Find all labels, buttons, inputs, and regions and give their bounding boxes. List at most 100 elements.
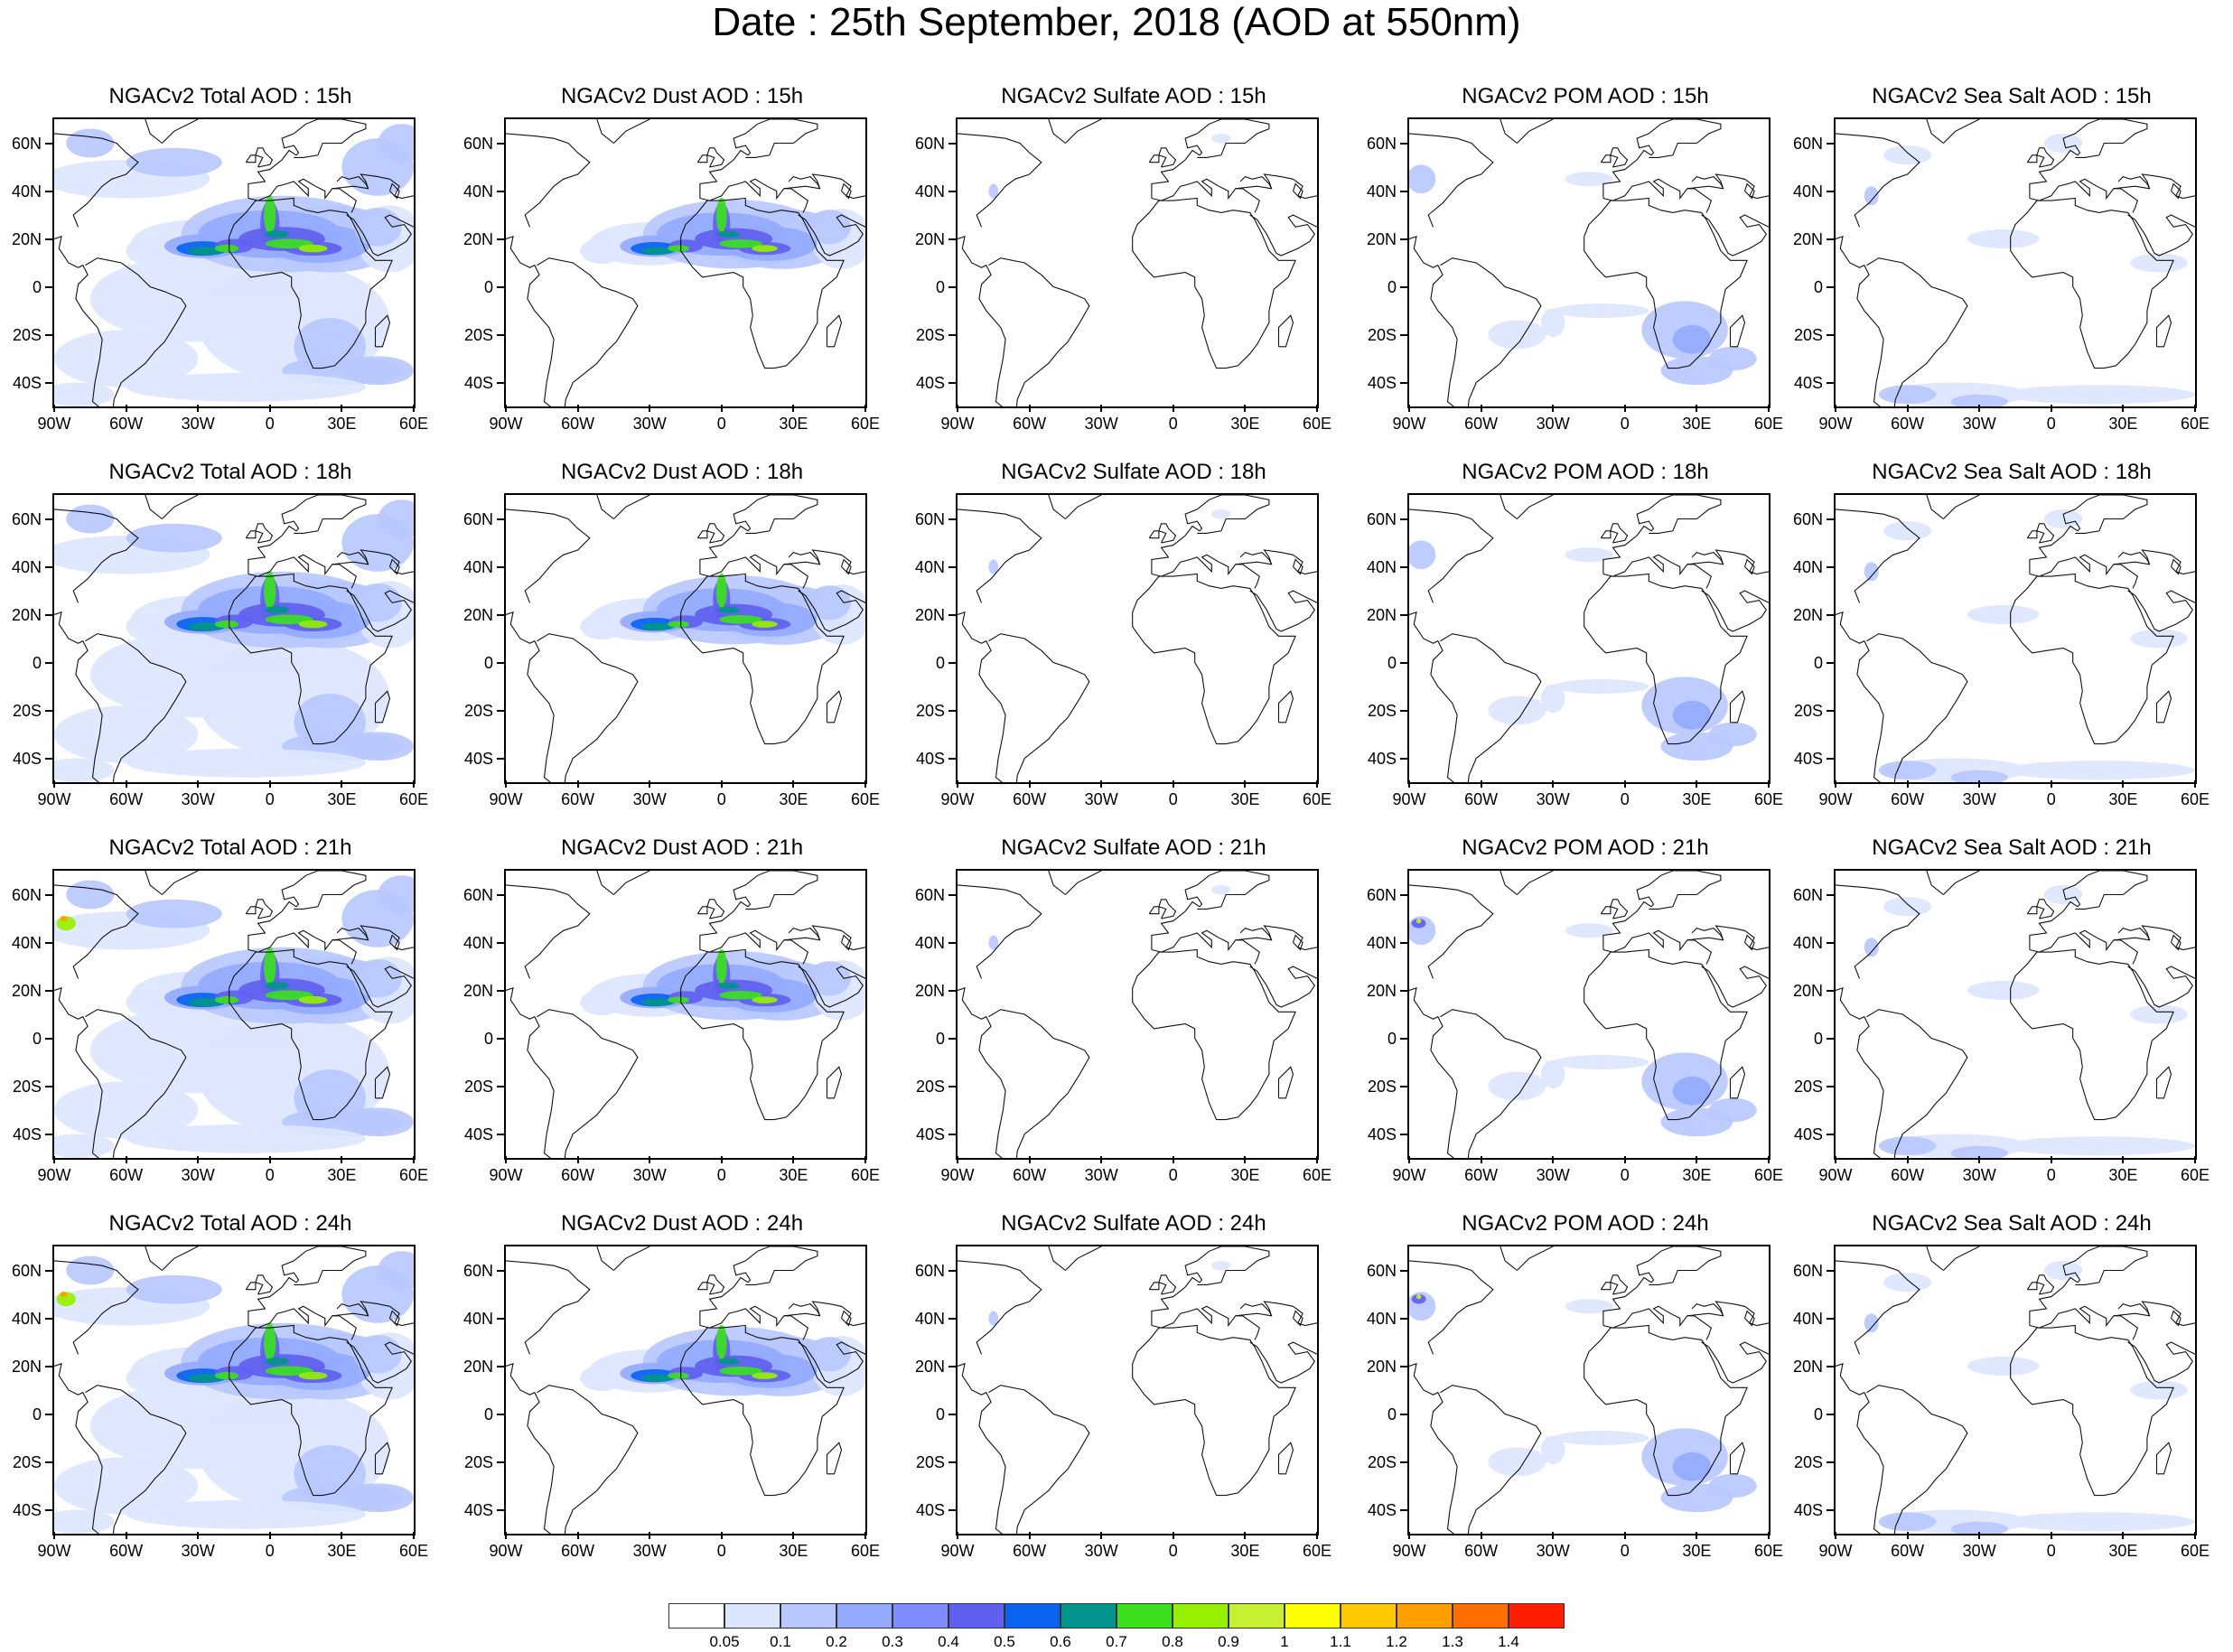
lon-tick-label: 0 [2046, 1166, 2056, 1184]
lat-tick-label: 20S [1793, 701, 1823, 720]
aod-shading [126, 147, 222, 177]
lon-tick-label: 30W [1536, 790, 1570, 808]
coastline [699, 554, 808, 589]
lon-tick-label: 30W [1084, 1542, 1118, 1560]
coastline [388, 1310, 400, 1327]
coastline [336, 927, 369, 941]
map-plot-area [52, 1245, 416, 1535]
aod-shading [719, 615, 762, 624]
coastline [1249, 214, 1317, 257]
lat-tick-mark [1400, 1365, 1407, 1367]
aod-shading [1883, 1273, 1932, 1293]
map-panel: NGACv2 Total AOD : 24h 60N 40N 20N 0 20S 40S 90… [0, 1209, 452, 1579]
lon-tick-mark [1835, 405, 1836, 412]
lat-tick-label: 0 [1387, 1405, 1397, 1423]
coastline [248, 929, 357, 965]
coastline [958, 235, 1090, 406]
lon-tick-mark [1835, 780, 1836, 788]
lat-tick-label: 0 [32, 1029, 42, 1048]
map-plot-area [1834, 117, 2197, 408]
lat-tick-label: 0 [935, 653, 945, 672]
map-panel: NGACv2 Dust AOD : 18h 60N 40N 20N 0 20S 40S 90W… [452, 457, 903, 827]
lon-tick-mark [125, 780, 127, 788]
lat-tick-label: 40N [1792, 1309, 1823, 1328]
coastline [613, 1246, 650, 1271]
panel-title: NGACv2 Sea Salt AOD : 15h [1872, 84, 2152, 108]
lat-tick-label: 40S [1793, 1500, 1823, 1519]
coastline [2026, 154, 2038, 163]
lon-tick-label: 60E [850, 790, 881, 808]
aod-shading [580, 238, 624, 265]
lat-tick-mark [1400, 1085, 1407, 1087]
lon-tick-mark [2194, 1532, 2196, 1539]
coastline [1151, 1246, 1270, 1326]
coastline [2036, 899, 2055, 919]
map-panel: NGACv2 Total AOD : 15h 60N 40N 20N 0 20S 40S 90… [0, 81, 452, 452]
aod-shading [2003, 761, 2195, 780]
aod-shading [668, 245, 689, 252]
aod-shading [1878, 1512, 1937, 1532]
coastline [2010, 948, 2174, 1121]
coastline [229, 948, 393, 1121]
map-plot-area [956, 1245, 1319, 1535]
lon-tick-mark [2194, 1156, 2196, 1163]
lon-tick-mark [1100, 1156, 1103, 1163]
coastline [1277, 1066, 1294, 1099]
coastline [2117, 927, 2151, 941]
lat-tick-label: 20S [1367, 325, 1397, 344]
lat-tick-label: 20S [12, 1452, 42, 1471]
lon-tick-mark [1906, 1156, 1909, 1163]
coastline [248, 119, 367, 199]
aod-map [1836, 495, 2195, 782]
coastline [1701, 590, 1769, 632]
lat-tick-label: 60N [914, 509, 945, 528]
lat-tick-label: 20N [462, 981, 493, 1000]
lat-tick-mark [948, 565, 956, 568]
aod-shading [185, 272, 331, 302]
panel-title: NGACv2 POM AOD : 21h [1462, 835, 1709, 860]
lon-tick-label: 90W [940, 790, 975, 808]
lon-tick-label: 0 [716, 1166, 726, 1184]
lat-tick-mark [497, 285, 504, 288]
coastline [1600, 906, 1612, 915]
lon-tick-label: 30W [1536, 415, 1570, 433]
lon-tick-label: 90W [1392, 1166, 1426, 1184]
coastline [613, 119, 650, 144]
colorbar-swatch [1173, 1603, 1229, 1629]
coastline [958, 611, 1090, 782]
colorbar-swatch [724, 1603, 780, 1629]
coastline [1158, 1274, 1177, 1295]
lon-tick-label: 30W [181, 790, 215, 808]
lat-tick-mark [1827, 757, 1834, 760]
lat-tick-label: 20N [1366, 981, 1397, 1000]
lat-tick-label: 0 [1813, 277, 1823, 296]
aod-shading [265, 990, 313, 1001]
lon-tick-label: 60W [1464, 1166, 1499, 1184]
lon-tick-mark [1480, 405, 1482, 412]
lat-tick-mark [45, 757, 52, 760]
lon-tick-mark [1768, 780, 1770, 788]
coastline [699, 1246, 818, 1326]
lon-tick-label: 90W [1818, 1542, 1853, 1560]
lon-tick-label: 30E [1230, 415, 1260, 433]
coastline [1409, 986, 1542, 1158]
aod-shading [126, 1274, 222, 1304]
map-plot-area [52, 493, 416, 784]
lon-tick-mark [1028, 1156, 1031, 1163]
lon-tick-label: 30W [181, 1542, 215, 1560]
coastline [2170, 558, 2182, 575]
map-panel: NGACv2 Sea Salt AOD : 18h 60N 40N 20N 0 20S 40… [1781, 457, 2233, 827]
coastline [1602, 1305, 1712, 1340]
lon-tick-mark [1408, 780, 1410, 788]
aod-shading [1672, 1076, 1712, 1106]
lon-tick-label: 30E [779, 1166, 808, 1184]
lat-tick-mark [45, 190, 52, 192]
panel-title: NGACv2 Dust AOD : 21h [560, 835, 804, 860]
lon-tick-label: 30W [632, 1542, 667, 1560]
lon-tick-mark [2194, 780, 2196, 788]
coastline [1743, 1310, 1755, 1327]
lon-tick-mark [1244, 780, 1247, 788]
lat-tick-label: 60N [11, 1261, 42, 1280]
aod-map [958, 1246, 1317, 1534]
lat-tick-mark [1400, 565, 1407, 568]
